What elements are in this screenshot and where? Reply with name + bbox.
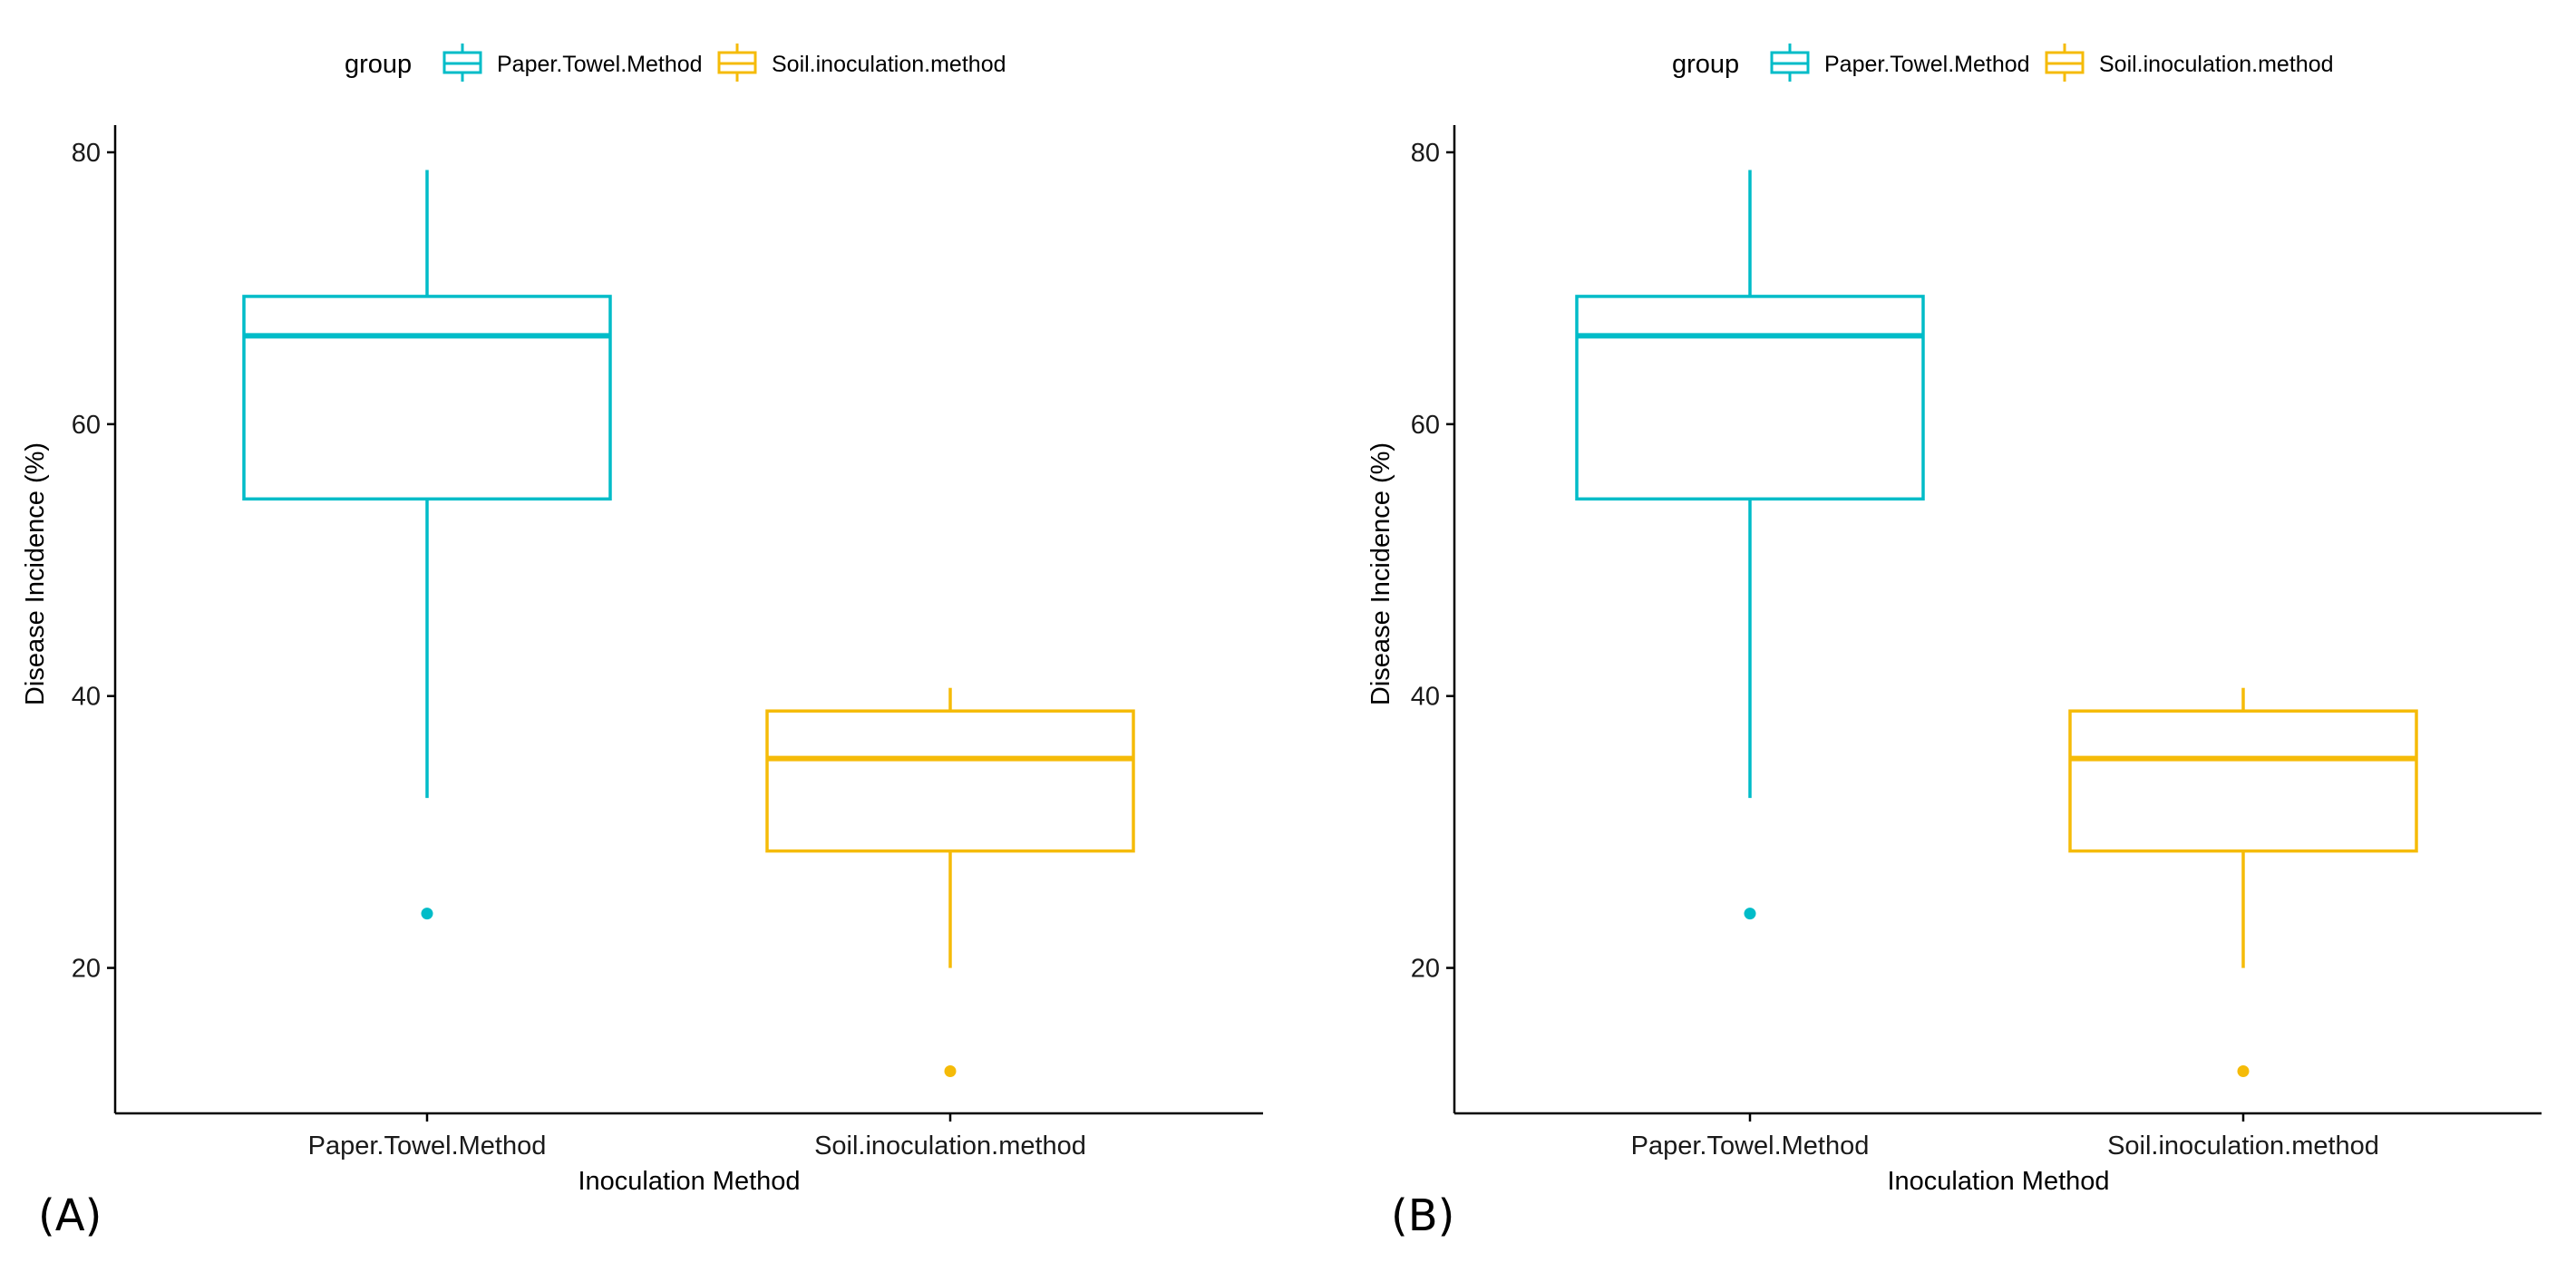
legend-key-paper-towel xyxy=(1770,44,1810,82)
boxplot-paper-towel xyxy=(1575,170,1925,920)
y-axis-title: Disease Incidence (%) xyxy=(1366,442,1395,705)
x-tick-label: Paper.Towel.Method xyxy=(1631,1131,1870,1161)
legend-label: Soil.inoculation.method xyxy=(2099,52,2334,77)
legend: group Paper.Towel.Method Soil.inoculation.… xyxy=(1672,44,2334,82)
legend-title: group xyxy=(345,50,412,79)
y-tick-label: 40 xyxy=(1411,683,1440,712)
boxplot-paper-towel xyxy=(242,170,612,920)
legend: group Paper.Towel.Method Soil.inoculation.… xyxy=(345,44,1006,82)
panel-label: (A) xyxy=(38,1190,102,1241)
chart-panel-b: group Paper.Towel.Method Soil.inoculation.… xyxy=(1366,44,2542,1241)
outlier-point xyxy=(944,1065,957,1078)
y-tick-label: 20 xyxy=(1411,955,1440,984)
chart-panel-a: group Paper.Towel.Method Soil.inoculation.… xyxy=(21,44,1263,1241)
legend-key-soil-inoculation xyxy=(717,44,757,82)
x-axis-title: Inoculation Method xyxy=(578,1167,800,1196)
box-iqr xyxy=(765,709,1135,853)
y-tick-label: 60 xyxy=(72,411,101,440)
legend-key-soil-inoculation xyxy=(2045,44,2085,82)
y-tick-label: 20 xyxy=(72,955,101,984)
x-axis-title: Inoculation Method xyxy=(1887,1167,2109,1196)
box-iqr xyxy=(1575,295,1925,501)
legend-label: Paper.Towel.Method xyxy=(497,52,703,77)
y-tick-label: 80 xyxy=(1411,139,1440,168)
legend-title: group xyxy=(1672,50,1739,79)
y-tick-label: 60 xyxy=(1411,411,1440,440)
legend-key-paper-towel xyxy=(442,44,482,82)
y-tick-label: 40 xyxy=(72,683,101,712)
box-iqr xyxy=(242,295,612,501)
boxplot-soil-inoculation xyxy=(2068,687,2418,1078)
outlier-point xyxy=(2237,1065,2250,1078)
y-tick-label: 80 xyxy=(72,139,101,168)
outlier-point xyxy=(1744,908,1756,920)
boxplot-soil-inoculation xyxy=(765,687,1135,1078)
legend-label: Soil.inoculation.method xyxy=(772,52,1006,77)
x-tick-label: Soil.inoculation.method xyxy=(2107,1131,2379,1161)
x-tick-label: Soil.inoculation.method xyxy=(814,1131,1086,1161)
panel-label: (B) xyxy=(1391,1190,1454,1241)
box-iqr xyxy=(2068,709,2418,853)
x-tick-label: Paper.Towel.Method xyxy=(308,1131,547,1161)
legend-label: Paper.Towel.Method xyxy=(1824,52,2030,77)
outlier-point xyxy=(421,908,433,920)
y-axis-title: Disease Incidence (%) xyxy=(21,442,50,705)
